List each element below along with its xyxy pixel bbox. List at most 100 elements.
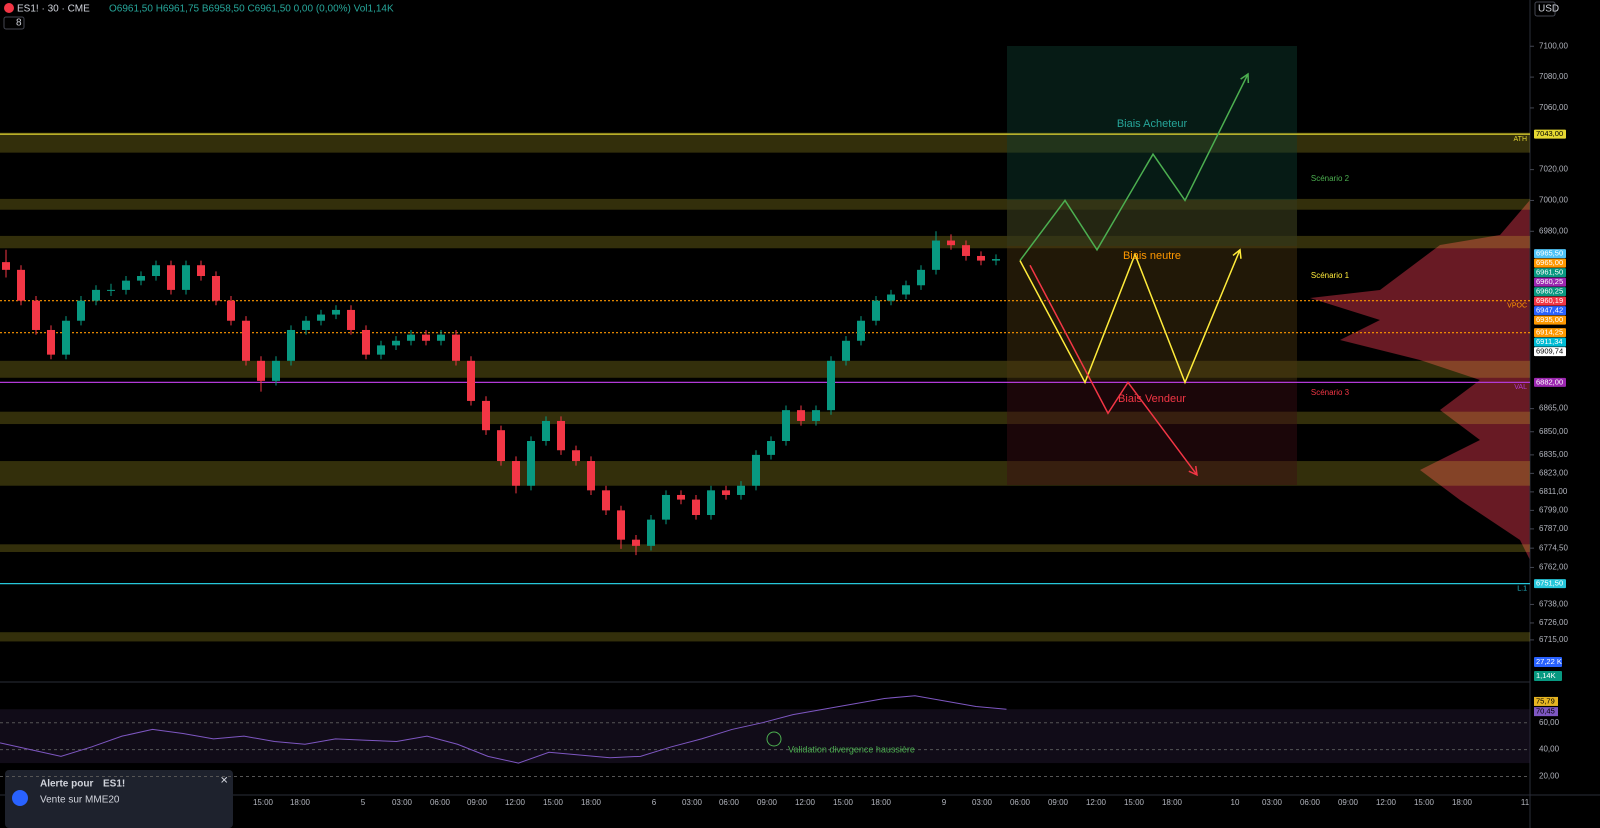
candle-body xyxy=(707,490,715,516)
candle-body xyxy=(92,289,100,301)
candle-body xyxy=(197,265,205,277)
candle-body xyxy=(167,265,175,290)
candle-body xyxy=(512,461,520,486)
scenario-path xyxy=(1019,73,1249,262)
x-tick-label: 15:00 xyxy=(1414,798,1435,807)
rsi-level-box xyxy=(1534,696,1558,706)
candle-body xyxy=(257,360,265,381)
symbol-icon xyxy=(4,3,14,13)
level-label: VPOC xyxy=(1507,303,1527,310)
candle-body xyxy=(647,519,655,546)
candle-body xyxy=(737,485,745,495)
candle-body xyxy=(962,245,970,256)
price-label: 6965,50 xyxy=(1536,249,1563,258)
x-tick-label: 09:00 xyxy=(467,798,488,807)
x-tick-label: 18:00 xyxy=(1162,798,1183,807)
level-label: L.1 xyxy=(1517,585,1527,592)
x-tick-label: 15:00 xyxy=(833,798,854,807)
price-label-box xyxy=(1534,347,1566,357)
y-tick-label: 7080,00 xyxy=(1539,72,1568,81)
volume-profile-shape xyxy=(1310,200,1530,560)
x-tick-label: 6 xyxy=(652,798,657,807)
candle-body xyxy=(182,265,190,290)
price-label: 6947,42 xyxy=(1536,306,1563,315)
zone xyxy=(0,132,1530,153)
candle-body xyxy=(242,320,250,361)
price-label-box xyxy=(1534,306,1566,316)
x-tick-label: 15:00 xyxy=(253,798,274,807)
volume-label-box xyxy=(1534,657,1562,667)
scenario-label: Scénario 3 xyxy=(1311,388,1350,397)
price-label: 6965,00 xyxy=(1536,258,1563,267)
zone xyxy=(0,411,1530,425)
candle-body xyxy=(722,490,730,495)
candle-body xyxy=(602,490,610,511)
scenario-box xyxy=(1007,200,1297,380)
currency-button[interactable] xyxy=(1534,1,1556,17)
x-tick-label: 06:00 xyxy=(1010,798,1031,807)
candle-body xyxy=(767,440,775,455)
indicator-count: 8 xyxy=(16,18,22,29)
scenario-path xyxy=(1029,264,1198,476)
y-tick-label: 7060,00 xyxy=(1539,103,1568,112)
zone xyxy=(0,235,1530,249)
rsi-tick-label: 60,00 xyxy=(1539,718,1560,727)
y-tick-label: 7100,00 xyxy=(1539,41,1568,50)
x-tick-label: 12:00 xyxy=(1086,798,1107,807)
candle-body xyxy=(632,539,640,546)
candle-body xyxy=(542,420,550,441)
zone xyxy=(0,198,1530,210)
candle-body xyxy=(317,314,325,321)
scenario-box xyxy=(1007,380,1297,485)
scenario-path xyxy=(1019,249,1241,385)
volume-label-box xyxy=(1534,671,1562,681)
x-tick-label: 06:00 xyxy=(430,798,451,807)
price-label-box xyxy=(1534,337,1566,347)
candle-body xyxy=(992,259,1000,261)
x-tick-label: 18:00 xyxy=(871,798,892,807)
price-label: 6914,25 xyxy=(1536,328,1563,337)
rsi-annotation: Validation divergence haussière xyxy=(788,744,915,754)
y-tick-label: 7020,00 xyxy=(1539,165,1568,174)
candle-body xyxy=(917,269,925,286)
x-tick-label: 03:00 xyxy=(392,798,413,807)
price-label: 6751,50 xyxy=(1536,579,1563,588)
x-tick-label: 09:00 xyxy=(1338,798,1359,807)
x-tick-label: 18:00 xyxy=(1452,798,1473,807)
price-label-box xyxy=(1534,129,1566,139)
alert-close[interactable]: ✕ xyxy=(220,776,228,787)
candle-body xyxy=(422,334,430,341)
price-label-box xyxy=(1534,377,1566,387)
candle-body xyxy=(287,329,295,361)
candle-body xyxy=(32,300,40,330)
x-tick-label: 09:00 xyxy=(1048,798,1069,807)
indicator-toggle[interactable] xyxy=(3,16,25,30)
rsi-level-label: 75,79 xyxy=(1536,696,1555,705)
candle-body xyxy=(107,289,115,291)
candle-body xyxy=(62,320,70,355)
price-label: 6960,19 xyxy=(1536,296,1563,305)
candle-body xyxy=(332,309,340,315)
candle-body xyxy=(347,309,355,330)
candle-body xyxy=(212,276,220,301)
x-tick-label: 03:00 xyxy=(972,798,993,807)
candle-body xyxy=(782,410,790,441)
zone xyxy=(0,461,1530,486)
symbol[interactable]: ES1! · 30 · CME xyxy=(17,4,90,15)
rsi-marker xyxy=(766,731,782,747)
candle-body xyxy=(467,360,475,401)
candle-body xyxy=(872,300,880,321)
y-tick-label: 6811,00 xyxy=(1539,487,1568,496)
y-tick-label: 6715,00 xyxy=(1539,635,1568,644)
candle-body xyxy=(437,334,445,341)
zone xyxy=(0,632,1530,642)
y-tick-label: 6865,00 xyxy=(1539,404,1568,413)
x-tick-label: 10 xyxy=(1231,798,1240,807)
candle-body xyxy=(77,300,85,321)
y-tick-label: 6738,00 xyxy=(1539,600,1568,609)
level-label: ATH xyxy=(1514,136,1527,143)
candle-body xyxy=(392,340,400,346)
price-label-box xyxy=(1534,579,1566,589)
